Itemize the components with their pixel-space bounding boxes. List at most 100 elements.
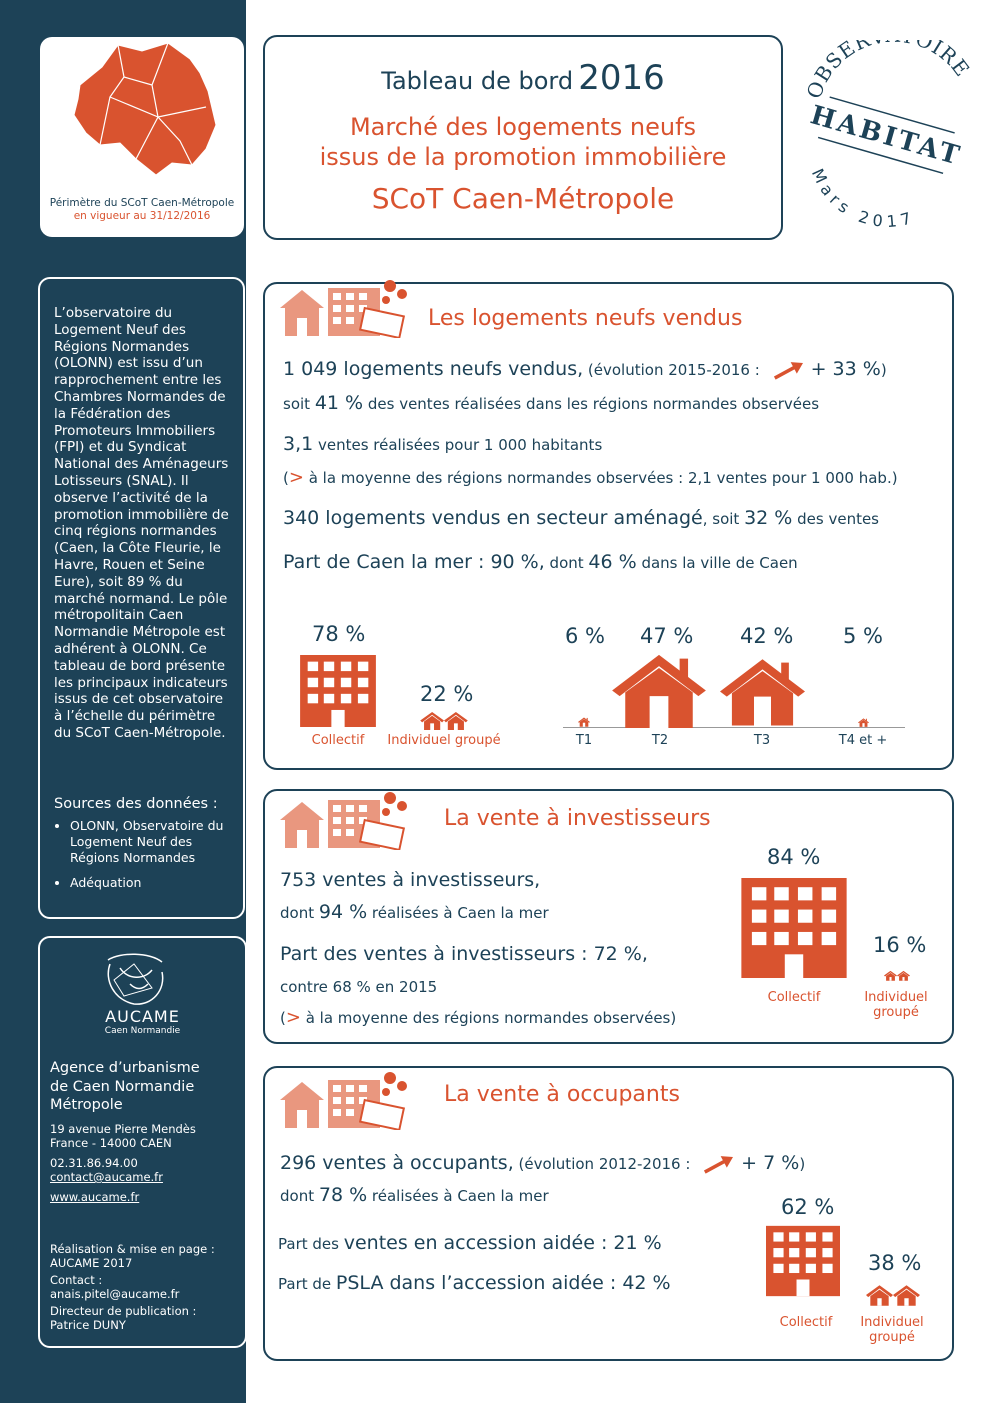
text-line: 340 logements vendus en secteur aménagé,… (283, 507, 879, 529)
text-line: dont 94 % réalisées à Caen la mer (280, 901, 549, 923)
size-label: T2 (651, 733, 669, 748)
credits: Réalisation & mise en page : AUCAME 2017… (50, 1242, 220, 1332)
intro-box (38, 277, 245, 919)
credit-line: Directeur de publication : Patrice DUNY (50, 1304, 197, 1332)
comparison: > (288, 467, 304, 488)
section-title: La vente à investisseurs (444, 806, 711, 831)
building-icon (735, 878, 853, 978)
stamp-top-path: OBSERVATOIRE (802, 40, 974, 102)
subtitle-line: Marché des logements neufs (349, 113, 697, 141)
stamp: OBSERVATOIRE HABITAT Mars 2017 (802, 40, 974, 231)
stamp-middle-group: HABITAT (807, 96, 965, 175)
header-title: Tableau de bord 2016 (265, 58, 781, 98)
text: dont (280, 904, 319, 922)
up-arrow (773, 362, 803, 380)
houses-icon (420, 711, 468, 730)
map-caption: Périmètre du SCoT Caen-Métropole en vigu… (40, 197, 244, 223)
agency-box (38, 936, 247, 1348)
text-line: Part de Caen la mer : 90 %, dont 46 % da… (283, 551, 798, 573)
address: 19 avenue Pierre Mendès France - 14000 C… (50, 1122, 215, 1204)
text-line: 1 049 logements neufs vendus, (évolution… (283, 358, 887, 380)
text: réalisées à Caen la mer (367, 904, 549, 922)
aucame-emblem (107, 953, 164, 1005)
house-icon (612, 653, 706, 728)
text: ) (880, 361, 887, 379)
section-icon (280, 790, 410, 850)
logo-name: AUCAME (105, 1007, 180, 1026)
share-value: 22 % (420, 682, 474, 706)
title-text: Tableau de bord (381, 67, 574, 95)
text: dans la ville de Caen (636, 554, 798, 572)
title-year: 2016 (578, 58, 665, 98)
key-figure: PSLA dans l’accession aidée : 42 % (335, 1272, 671, 1294)
address-web: www.aucame.fr (50, 1190, 140, 1204)
subtitle-line: issus de la promotion immobilière (319, 143, 727, 171)
text: dont (544, 554, 589, 572)
key-figure: 46 % (588, 551, 637, 573)
map-box: Périmètre du SCoT Caen-Métropole en vigu… (40, 37, 244, 237)
share-value: 38 % (868, 1251, 922, 1275)
text: , soit (702, 510, 745, 528)
key-figure: 94 % (318, 901, 368, 923)
text: des ventes réalisées dans les régions no… (363, 395, 820, 413)
text: ventes réalisées pour 1 000 habitants (313, 436, 603, 454)
text-line: soit 41 % des ventes réalisées dans les … (283, 392, 819, 414)
stamp-rule (829, 96, 955, 134)
address-line: 02.31.86.94.00 (50, 1156, 138, 1170)
text: des ventes (792, 510, 879, 528)
intro-text: L’observatoire du Logement Neuf des Régi… (54, 305, 229, 741)
text: ( (283, 469, 289, 487)
share-value: 16 % (873, 933, 927, 957)
logo-place: Caen Normandie (104, 1026, 181, 1036)
key-figure: 41 % (314, 392, 364, 414)
source-item: OLONN, Observatoire du Logement Neuf des… (70, 818, 240, 866)
stamp-rule (817, 136, 944, 175)
text: dont (280, 1187, 319, 1205)
text: Part de (278, 1275, 336, 1293)
text: réalisées à Caen la mer (367, 1187, 549, 1205)
agency-name: Agence d’urbanisme de Caen Normandie Mét… (50, 1060, 200, 1113)
size-label: T3 (753, 733, 771, 748)
key-figure: Part de Caen la mer : 90 %, (283, 551, 545, 573)
share-label: Individuel groupé (387, 733, 501, 748)
text-line: 753 ventes à investisseurs, (280, 869, 540, 891)
text: (évolution 2012-2016 : (513, 1155, 696, 1173)
text-line: Part de PSLA dans l’accession aidée : 42… (278, 1272, 671, 1294)
building-icon (296, 655, 380, 727)
source-item: Adéquation (70, 875, 240, 891)
section-icon (280, 278, 410, 338)
share-value: 78 % (312, 622, 366, 646)
text: contre 68 % en 2015 (280, 978, 438, 996)
size-value: 42 % (740, 624, 794, 648)
text: ( (280, 1009, 286, 1027)
text-line: dont 78 % réalisées à Caen la mer (280, 1184, 549, 1206)
key-figure: + 7 % (741, 1152, 800, 1174)
share-label: Individuel groupé (864, 990, 928, 1020)
address-line: 19 avenue Pierre Mendès France - 14000 C… (50, 1122, 196, 1150)
sources-title: Sources des données : (54, 796, 218, 812)
key-figure: 78 % (318, 1184, 368, 1206)
size-value: 5 % (843, 624, 883, 648)
text: à la moyenne des régions normandes obser… (300, 1009, 677, 1027)
header-box (263, 35, 783, 240)
up-arrow (703, 1156, 733, 1174)
address-email: contact@aucame.fr (50, 1170, 163, 1184)
text: Part des (278, 1235, 344, 1253)
section-title: Les logements neufs vendus (428, 306, 743, 331)
section-title: La vente à occupants (444, 1082, 680, 1107)
stamp-middle: HABITAT (807, 100, 965, 172)
share-label: Individuel groupé (860, 1315, 924, 1345)
section-icon (280, 1070, 410, 1130)
key-figure: 32 % (744, 507, 793, 529)
share-value: 84 % (767, 845, 821, 869)
text-line: 3,1 ventes réalisées pour 1 000 habitant… (283, 433, 602, 455)
share-label: Collectif (767, 990, 821, 1005)
text: soit (283, 395, 315, 413)
text-line: contre 68 % en 2015 (280, 977, 437, 996)
text-line: 296 ventes à occupants, (évolution 2012-… (280, 1152, 805, 1174)
section-box (263, 282, 954, 770)
key-figure: 340 logements vendus en secteur aménagé (283, 507, 703, 529)
text-line: (> à la moyenne des régions normandes ob… (283, 467, 898, 488)
key-figure: 296 ventes à occupants, (280, 1152, 514, 1174)
